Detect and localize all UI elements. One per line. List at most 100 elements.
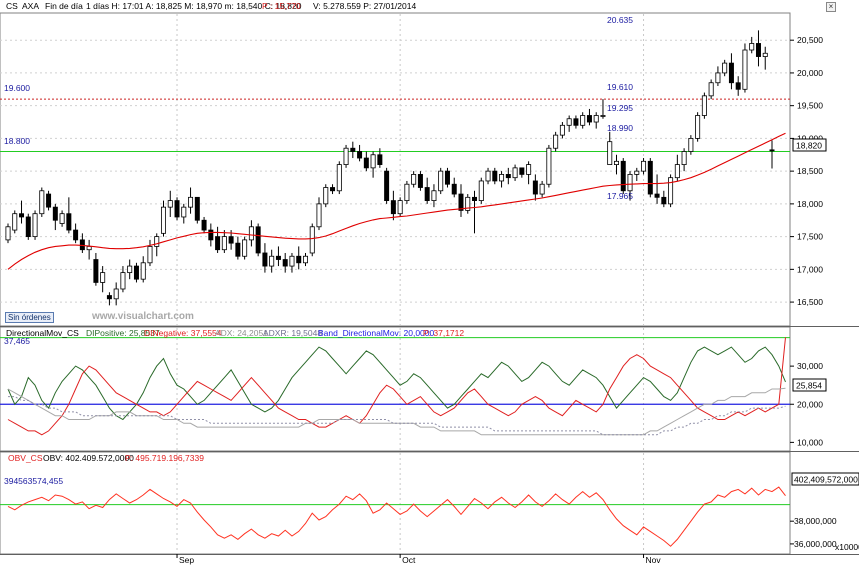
candle-body <box>485 170 491 182</box>
dmi-p-label: P: 37,1712 <box>423 328 464 338</box>
candle-body <box>566 118 572 126</box>
header-bar: CS AXA Fin de día 1 días H: 17:01 A: 18,… <box>6 1 416 11</box>
obv-scale-label: x10000 <box>835 542 859 552</box>
candle-body <box>526 164 532 175</box>
candle-body <box>397 200 403 215</box>
candle-body <box>654 193 660 198</box>
obv-level-label: 394563574,455 <box>4 476 63 486</box>
candle-body <box>289 255 295 267</box>
candle-body <box>499 174 505 182</box>
indicator-lines <box>0 132 790 547</box>
dmi-adx-label: ADX: 24,2051 <box>215 328 268 338</box>
candle-body <box>194 196 200 221</box>
watermark: www.visualchart.com <box>91 311 194 322</box>
candle-body <box>25 216 31 238</box>
close-icon[interactable]: × <box>826 2 836 12</box>
candle-body <box>363 157 369 169</box>
candle-body <box>708 82 714 97</box>
orders-button[interactable]: Sin órdenes <box>5 312 54 323</box>
candle-body <box>46 193 52 208</box>
dmi-panel-frame <box>0 326 791 452</box>
candle-body <box>282 259 288 267</box>
candle-body <box>417 174 423 188</box>
candle-body <box>411 174 417 185</box>
fib-level-2-label: 19.295 <box>607 103 633 113</box>
candle-body <box>248 226 254 241</box>
dmi-top-value: 37,465 <box>4 336 30 346</box>
symbol-text: CS <box>6 1 18 11</box>
y-tick-label: 20,000 <box>797 399 823 409</box>
candle-body <box>215 236 221 251</box>
obv-title-bar: OBV_CS OBV: 402.409.572,0000 P: 495.719.… <box>4 453 204 486</box>
candle-body <box>444 170 450 185</box>
candle-body <box>647 160 653 195</box>
level-19600-label: 19.600 <box>4 83 30 93</box>
candle-body <box>309 226 315 254</box>
candle-body <box>113 288 119 300</box>
svg-text:25,854: 25,854 <box>796 381 822 391</box>
x-tick-label: Sep <box>179 555 194 565</box>
price-panel-frame <box>0 12 791 327</box>
obv-title: OBV_CS <box>8 453 43 463</box>
candle-body <box>465 196 471 211</box>
fib-bottom-label: 17.965 <box>607 191 633 201</box>
level-18800-label: 18.800 <box>4 136 30 146</box>
y-tick-label: 38,000,000 <box>794 516 837 526</box>
obv-panel-frame <box>0 451 791 555</box>
candle-body <box>147 246 153 264</box>
y-tick-label: 36,000,000 <box>794 539 837 549</box>
dmi-band-label: Band_DirectionalMov: 20,0000 <box>318 328 435 338</box>
candle-body <box>32 213 38 238</box>
candle-body <box>701 95 707 116</box>
candle-body <box>512 167 518 179</box>
obv-line <box>7 486 786 547</box>
y-tick-label: 17,000 <box>797 264 823 274</box>
candle-body <box>100 272 106 283</box>
candle-body <box>634 170 640 175</box>
candle-body <box>255 226 261 254</box>
candle-body <box>573 118 579 126</box>
candle-body <box>106 295 112 300</box>
candle-body <box>424 187 430 202</box>
candle-body <box>296 255 302 264</box>
candle-body <box>431 190 437 201</box>
fib-top-label: 20.635 <box>607 15 633 25</box>
dmi-adxr-label: ADXR: 19,5048 <box>263 328 322 338</box>
candle-body <box>350 147 356 152</box>
candle-body <box>735 82 741 90</box>
candlestick-series <box>5 30 775 306</box>
candle-body <box>688 137 694 152</box>
y-tick-label: 20,000 <box>797 68 823 78</box>
candle-body <box>478 180 484 202</box>
candle-body <box>681 151 687 165</box>
candle-body <box>154 236 160 247</box>
candle-body <box>174 200 180 218</box>
change-text: P : 15,770 <box>262 1 301 11</box>
y-tick-label: 18,500 <box>797 166 823 176</box>
candle-body <box>228 236 234 244</box>
candle-body <box>201 219 207 231</box>
candle-body <box>532 180 538 195</box>
x-axis: SepOctNovDic14 <box>176 554 661 565</box>
obv-last-badge: 402,409,572,000 <box>791 472 859 486</box>
volume-date-text: V: 5.278.559 P: 27/01/2014 <box>313 1 416 11</box>
y-axis: 16,500 17,000 17,500 18,000 18,500 19,000 19,5… <box>790 35 837 549</box>
gridlines <box>0 14 790 553</box>
candle-body <box>390 200 396 215</box>
candle-body <box>519 167 525 175</box>
dmi-adx-line <box>7 387 786 436</box>
dmi-title: DirectionalMov_CS <box>6 328 79 338</box>
candle-body <box>161 206 167 234</box>
candle-body <box>559 124 565 136</box>
candle-body <box>59 213 65 224</box>
moving-average-line <box>7 132 786 270</box>
dmi-dineg-line <box>7 337 786 436</box>
candle-body <box>302 255 308 264</box>
period-text: Fin de día <box>45 1 83 11</box>
candle-body <box>19 213 25 218</box>
candle-body <box>695 115 701 139</box>
candle-body <box>580 115 586 126</box>
candle-body <box>404 183 410 202</box>
candle-body <box>336 164 342 192</box>
price-last-badge: 18,820 <box>792 138 827 152</box>
